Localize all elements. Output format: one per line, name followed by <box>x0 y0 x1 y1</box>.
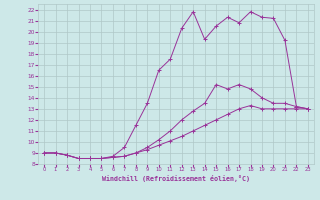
X-axis label: Windchill (Refroidissement éolien,°C): Windchill (Refroidissement éolien,°C) <box>102 175 250 182</box>
